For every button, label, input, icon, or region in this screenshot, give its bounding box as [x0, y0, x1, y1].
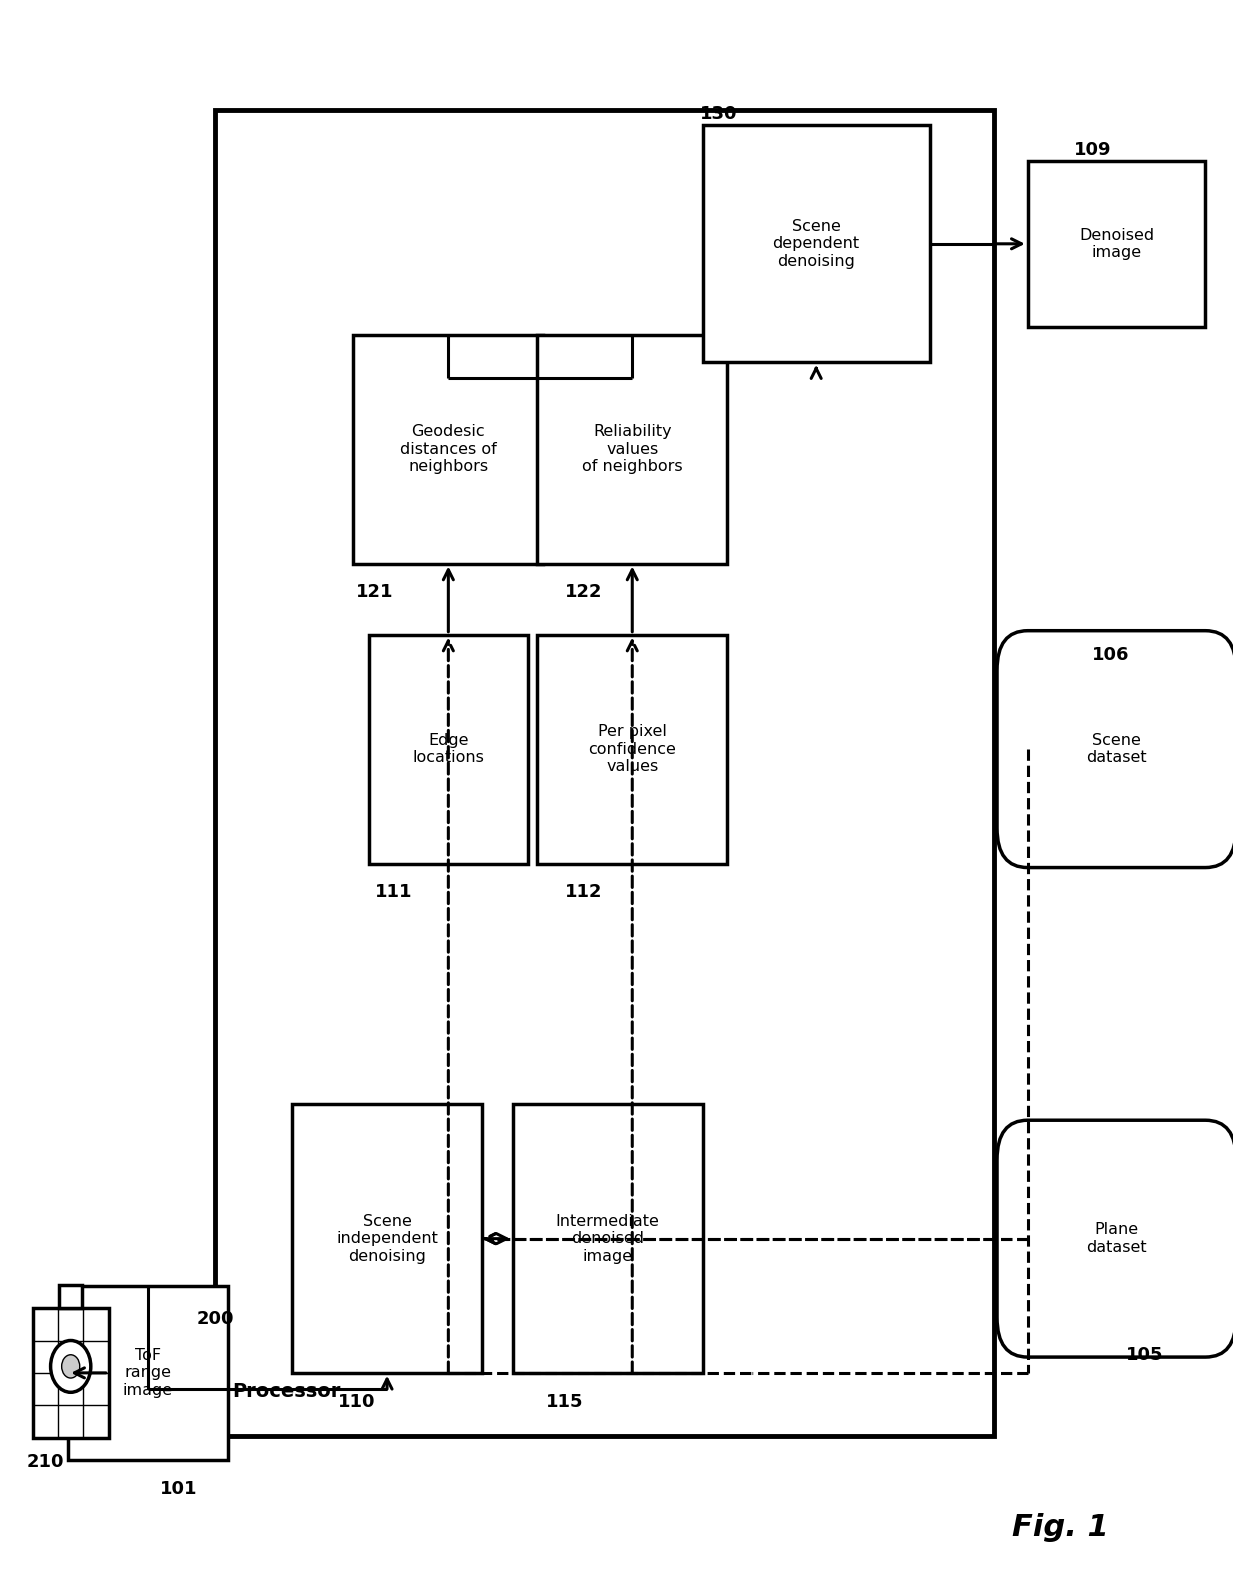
Bar	[512, 1104, 703, 1373]
Bar	[368, 634, 528, 863]
Circle shape	[62, 1354, 79, 1378]
Bar	[32, 1308, 109, 1437]
Text: 121: 121	[356, 583, 394, 601]
Text: Denoised
image: Denoised image	[1079, 228, 1154, 260]
Text: 109: 109	[1074, 142, 1111, 159]
Text: 112: 112	[565, 884, 603, 902]
Text: 110: 110	[339, 1394, 376, 1411]
Bar	[537, 335, 728, 564]
Text: Geodesic
distances of
neighbors: Geodesic distances of neighbors	[401, 424, 497, 475]
Text: Fig. 1: Fig. 1	[1012, 1513, 1109, 1542]
Text: 105: 105	[1126, 1346, 1164, 1364]
Text: 115: 115	[547, 1394, 584, 1411]
FancyBboxPatch shape	[997, 631, 1236, 868]
Text: 111: 111	[374, 884, 412, 902]
Bar	[1028, 161, 1205, 327]
Circle shape	[51, 1340, 91, 1392]
Text: 122: 122	[565, 583, 603, 601]
Bar	[291, 1104, 482, 1373]
Text: 101: 101	[160, 1480, 197, 1499]
Text: Scene
dataset: Scene dataset	[1086, 733, 1147, 765]
Text: Per pixel
confidence
values: Per pixel confidence values	[588, 725, 676, 774]
Text: ToF
range
image: ToF range image	[123, 1348, 174, 1397]
Text: 130: 130	[699, 105, 738, 123]
FancyBboxPatch shape	[997, 1120, 1236, 1357]
Bar	[60, 1286, 82, 1308]
Text: 210: 210	[26, 1453, 64, 1472]
Bar	[703, 126, 930, 362]
Text: Reliability
values
of neighbors: Reliability values of neighbors	[582, 424, 682, 475]
Text: Processor: Processor	[233, 1383, 341, 1402]
Text: Scene
dependent
denoising: Scene dependent denoising	[773, 218, 859, 269]
Bar	[68, 1286, 228, 1459]
Text: 106: 106	[1092, 647, 1130, 664]
Text: Scene
independent
denoising: Scene independent denoising	[336, 1214, 438, 1263]
Text: Intermediate
denoised
image: Intermediate denoised image	[556, 1214, 660, 1263]
Bar	[216, 110, 994, 1435]
Bar	[353, 335, 543, 564]
Text: Edge
locations: Edge locations	[413, 733, 485, 765]
Bar	[537, 634, 728, 863]
Text: Plane
dataset: Plane dataset	[1086, 1222, 1147, 1255]
Text: 200: 200	[197, 1309, 234, 1327]
